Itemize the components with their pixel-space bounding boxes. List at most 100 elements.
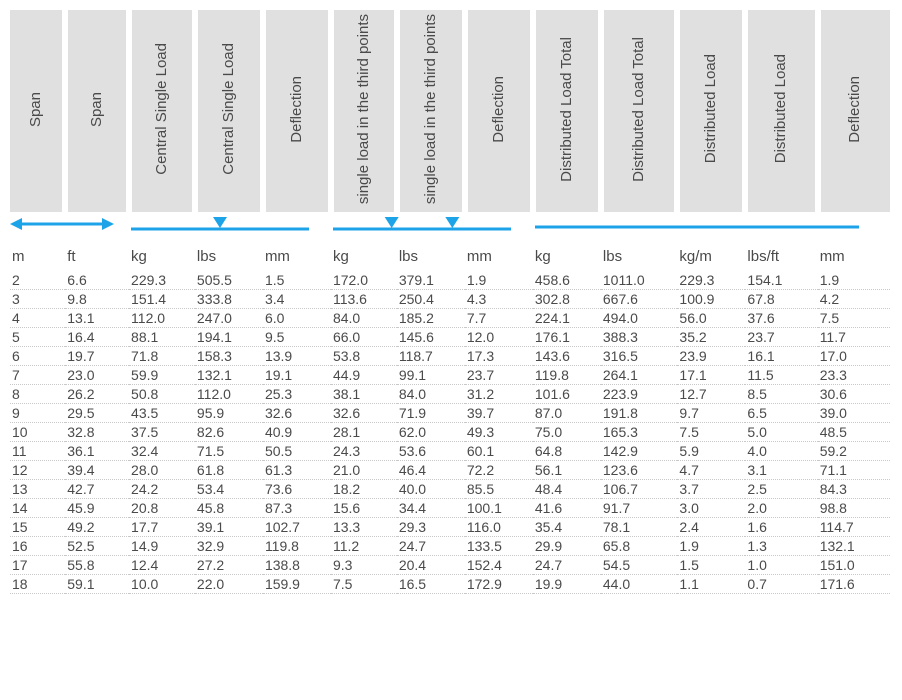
unit-label: lbs [397, 240, 465, 271]
header-label: Span [28, 92, 45, 127]
data-cell: 19.7 [65, 347, 129, 366]
header-label: Distributed Load Total [559, 37, 576, 182]
data-cell: 11.7 [818, 328, 890, 347]
data-cell: 8.5 [745, 385, 817, 404]
unit-label: kg [533, 240, 601, 271]
data-cell: 3.1 [745, 461, 817, 480]
unit-label: lbs/ft [745, 240, 817, 271]
data-cell: 32.8 [65, 423, 129, 442]
data-cell: 379.1 [397, 271, 465, 290]
col-header: Span [10, 10, 65, 212]
data-cell: 223.9 [601, 385, 678, 404]
data-cell: 23.9 [677, 347, 745, 366]
data-cell: 143.6 [533, 347, 601, 366]
data-cell: 119.8 [263, 537, 331, 556]
data-cell: 247.0 [195, 309, 263, 328]
data-cell: 20.4 [397, 556, 465, 575]
data-cell: 98.8 [818, 499, 890, 518]
data-cell: 71.1 [818, 461, 890, 480]
data-cell: 26.2 [65, 385, 129, 404]
data-cell: 53.6 [397, 442, 465, 461]
data-cell: 40.9 [263, 423, 331, 442]
data-cell: 10.0 [129, 575, 195, 594]
data-cell: 24.2 [129, 480, 195, 499]
data-cell: 16.1 [745, 347, 817, 366]
table-row: 619.771.8158.313.953.8118.717.3143.6316.… [10, 347, 890, 366]
unit-label: mm [465, 240, 533, 271]
data-cell: 100.1 [465, 499, 533, 518]
data-cell: 87.0 [533, 404, 601, 423]
data-cell: 49.2 [65, 518, 129, 537]
table-row: 723.059.9132.119.144.999.123.7119.8264.1… [10, 366, 890, 385]
load-diagram [129, 212, 331, 240]
col-header: Distributed Load Total [601, 10, 678, 212]
data-cell: 28.1 [331, 423, 397, 442]
data-cell: 172.0 [331, 271, 397, 290]
data-cell: 99.1 [397, 366, 465, 385]
data-cell: 1.5 [677, 556, 745, 575]
data-cell: 1.9 [465, 271, 533, 290]
data-cell: 34.4 [397, 499, 465, 518]
data-cell: 24.7 [397, 537, 465, 556]
data-cell: 3.7 [677, 480, 745, 499]
col-header: Distributed Load [745, 10, 817, 212]
table-row: 1342.724.253.473.618.240.085.548.4106.73… [10, 480, 890, 499]
data-cell: 19.9 [533, 575, 601, 594]
data-cell: 17.7 [129, 518, 195, 537]
data-cell: 9.5 [263, 328, 331, 347]
col-header: Distributed Load Total [533, 10, 601, 212]
data-cell: 16.5 [397, 575, 465, 594]
data-cell: 88.1 [129, 328, 195, 347]
load-diagram [533, 212, 890, 240]
col-header: Distributed Load [677, 10, 745, 212]
data-cell: 333.8 [195, 290, 263, 309]
data-cell: 46.4 [397, 461, 465, 480]
data-cell: 1.5 [263, 271, 331, 290]
data-cell: 106.7 [601, 480, 678, 499]
header-label: Deflection [289, 76, 306, 143]
header-label: Span [89, 92, 106, 127]
data-cell: 114.7 [818, 518, 890, 537]
unit-label: kg [331, 240, 397, 271]
data-cell: 123.6 [601, 461, 678, 480]
data-cell: 24.7 [533, 556, 601, 575]
data-cell: 95.9 [195, 404, 263, 423]
data-cell: 73.6 [263, 480, 331, 499]
col-header: Deflection [263, 10, 331, 212]
data-cell: 13.3 [331, 518, 397, 537]
data-cell: 61.8 [195, 461, 263, 480]
data-cell: 2.5 [745, 480, 817, 499]
data-cell: 55.8 [65, 556, 129, 575]
data-cell: 505.5 [195, 271, 263, 290]
data-cell: 17 [10, 556, 65, 575]
data-cell: 50.5 [263, 442, 331, 461]
unit-label: kg [129, 240, 195, 271]
data-cell: 458.6 [533, 271, 601, 290]
data-cell: 264.1 [601, 366, 678, 385]
header-label: Deflection [847, 76, 864, 143]
data-cell: 9.8 [65, 290, 129, 309]
data-cell: 18.2 [331, 480, 397, 499]
data-cell: 3.4 [263, 290, 331, 309]
data-cell: 61.3 [263, 461, 331, 480]
data-cell: 9.7 [677, 404, 745, 423]
data-cell: 38.1 [331, 385, 397, 404]
data-cell: 71.5 [195, 442, 263, 461]
data-cell: 59.2 [818, 442, 890, 461]
data-cell: 13 [10, 480, 65, 499]
data-cell: 11.5 [745, 366, 817, 385]
data-cell: 4.0 [745, 442, 817, 461]
table-row: 1755.812.427.2138.89.320.4152.424.754.51… [10, 556, 890, 575]
header-label: Central Single Load [221, 43, 238, 175]
unit-label: m [10, 240, 65, 271]
data-cell: 45.9 [65, 499, 129, 518]
data-cell: 44.0 [601, 575, 678, 594]
data-cell: 112.0 [195, 385, 263, 404]
data-cell: 39.1 [195, 518, 263, 537]
data-cell: 54.5 [601, 556, 678, 575]
data-cell: 37.5 [129, 423, 195, 442]
units-row: mftkglbsmmkglbsmmkglbskg/mlbs/ftmm [10, 240, 890, 271]
data-cell: 5.0 [745, 423, 817, 442]
col-header: Deflection [465, 10, 533, 212]
diagram-row [10, 212, 890, 240]
